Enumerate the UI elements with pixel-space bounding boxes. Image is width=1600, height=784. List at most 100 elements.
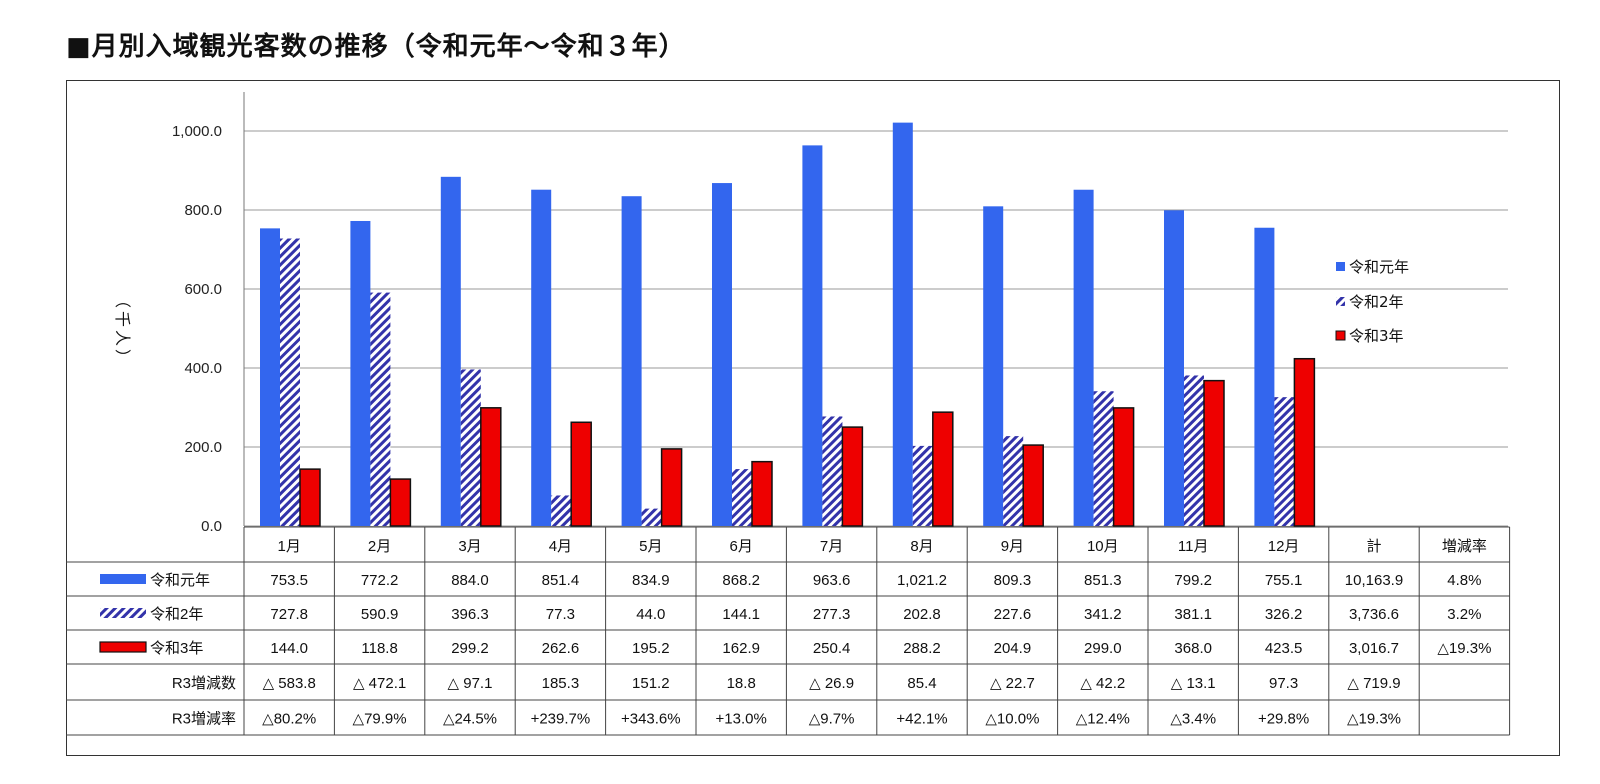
table-cell: △19.3% bbox=[1347, 711, 1401, 728]
table-cell: △ 42.2 bbox=[1080, 675, 1125, 692]
bar-令和元年-12月 bbox=[1254, 227, 1275, 526]
table-cell: 809.3 bbox=[994, 572, 1032, 589]
table-cell: 204.9 bbox=[994, 640, 1032, 657]
bar-令和元年-9月 bbox=[983, 206, 1004, 526]
table-cell: +29.8% bbox=[1258, 711, 1309, 728]
table-header-cell: 8月 bbox=[910, 538, 933, 555]
bar-令和3年-9月 bbox=[1022, 444, 1044, 527]
bar-令和元年-7月 bbox=[802, 145, 823, 527]
bar-令和元年-6月 bbox=[712, 183, 732, 526]
table-cell: △80.2% bbox=[262, 711, 316, 728]
bar-令和2年-8月 bbox=[912, 445, 933, 526]
table-header-cell: 計 bbox=[1366, 538, 1381, 555]
legend-marker-令和3年 bbox=[1335, 330, 1346, 341]
table-cell: 299.0 bbox=[1084, 640, 1122, 657]
bar-令和元年-8月 bbox=[892, 122, 913, 526]
table-cell: 144.1 bbox=[722, 606, 760, 623]
table-cell: 202.8 bbox=[903, 606, 941, 623]
bar-令和2年-5月 bbox=[641, 508, 662, 526]
bar-令和2年-3月 bbox=[460, 369, 481, 526]
table-cell: △9.7% bbox=[809, 711, 855, 728]
table-cell: 396.3 bbox=[451, 606, 489, 623]
table-cell: △24.5% bbox=[443, 711, 497, 728]
bar-令和元年-2月 bbox=[350, 220, 371, 526]
bar-令和2年-11月 bbox=[1184, 375, 1204, 526]
bar-令和3年-3月 bbox=[480, 407, 502, 527]
table-cell: 162.9 bbox=[722, 640, 760, 657]
table-cell: +42.1% bbox=[896, 711, 947, 728]
table-cell: 10,163.9 bbox=[1345, 572, 1403, 589]
bar-令和元年-3月 bbox=[440, 176, 461, 526]
table-cell: 3,736.6 bbox=[1349, 606, 1399, 623]
table-cell: △ 583.8 bbox=[263, 675, 316, 692]
bar-令和2年-1月 bbox=[280, 238, 300, 527]
table-cell: 262.6 bbox=[542, 640, 580, 657]
table-cell: 1,021.2 bbox=[897, 572, 947, 589]
row-marker-hatched bbox=[100, 608, 146, 618]
table-cell: 151.2 bbox=[632, 675, 670, 692]
table-cell: 4.8% bbox=[1447, 572, 1481, 589]
table-cell: △ 22.7 bbox=[990, 675, 1035, 692]
table-cell: +343.6% bbox=[621, 711, 681, 728]
bar-令和元年-10月 bbox=[1073, 189, 1094, 526]
table-cell: 185.3 bbox=[542, 675, 580, 692]
bar-令和元年-4月 bbox=[531, 189, 552, 526]
table-cell: 727.8 bbox=[270, 606, 308, 623]
bar-令和3年-12月 bbox=[1293, 357, 1316, 527]
bar-令和3年-10月 bbox=[1112, 407, 1135, 527]
table-cell: 381.1 bbox=[1174, 606, 1212, 623]
table-header-cell: 6月 bbox=[730, 538, 753, 555]
table-cell: 963.6 bbox=[813, 572, 851, 589]
table-cell: +13.0% bbox=[716, 711, 767, 728]
bar-令和2年-7月 bbox=[822, 416, 843, 526]
table-cell: 299.2 bbox=[451, 640, 489, 657]
bar-令和2年-9月 bbox=[1003, 436, 1024, 526]
y-tick-label: 400.0 bbox=[184, 360, 222, 377]
bar-令和2年-12月 bbox=[1274, 397, 1295, 526]
table-cell: 3.2% bbox=[1447, 606, 1481, 623]
y-axis-label-char: （ bbox=[113, 292, 132, 308]
table-cell: 44.0 bbox=[636, 606, 665, 623]
legend-marker-令和元年 bbox=[1336, 262, 1345, 271]
legend-label-令和3年: 令和3年 bbox=[1349, 327, 1404, 345]
table-cell: 341.2 bbox=[1084, 606, 1122, 623]
table-cell: △79.9% bbox=[353, 711, 407, 728]
table-cell: 77.3 bbox=[546, 606, 575, 623]
bar-令和3年-8月 bbox=[932, 411, 954, 527]
bar-令和3年-6月 bbox=[751, 460, 773, 527]
table-header-cell: 2月 bbox=[368, 538, 391, 555]
y-axis-label-char: 千 bbox=[113, 311, 132, 327]
table-cell: 423.5 bbox=[1265, 640, 1303, 657]
bar-令和3年-1月 bbox=[299, 468, 321, 527]
table-cell: 326.2 bbox=[1265, 606, 1303, 623]
table-header-cell: 3月 bbox=[458, 538, 481, 555]
table-header-cell: 増減率 bbox=[1442, 538, 1487, 555]
bar-令和3年-11月 bbox=[1203, 379, 1225, 527]
table-cell: △ 26.9 bbox=[809, 675, 854, 692]
row-label: 令和2年 bbox=[150, 606, 203, 623]
table-header-cell: 12月 bbox=[1268, 538, 1300, 555]
y-axis-label-char: ） bbox=[113, 349, 132, 365]
bar-令和元年-5月 bbox=[621, 196, 642, 527]
table-header-cell: 7月 bbox=[820, 538, 843, 555]
table-cell: △3.4% bbox=[1170, 711, 1216, 728]
y-tick-label: 200.0 bbox=[184, 439, 222, 456]
table-cell: 755.1 bbox=[1265, 572, 1303, 589]
table-header-cell: 11月 bbox=[1178, 538, 1209, 555]
legend-marker-令和2年 bbox=[1336, 297, 1345, 306]
bar-令和3年-5月 bbox=[660, 448, 683, 527]
bar-令和3年-7月 bbox=[841, 426, 864, 527]
table-cell: 18.8 bbox=[727, 675, 756, 692]
table-cell: 195.2 bbox=[632, 640, 670, 657]
table-cell: △12.4% bbox=[1076, 711, 1130, 728]
table-cell: 288.2 bbox=[903, 640, 941, 657]
table-cell: 884.0 bbox=[451, 572, 489, 589]
table-cell: 868.2 bbox=[722, 572, 760, 589]
table-cell: △10.0% bbox=[985, 711, 1039, 728]
bar-令和3年-2月 bbox=[389, 478, 412, 527]
row-marker-red bbox=[99, 641, 147, 653]
legend-label-令和元年: 令和元年 bbox=[1349, 258, 1409, 276]
table-cell: 590.9 bbox=[361, 606, 399, 623]
table-header-cell: 10月 bbox=[1087, 538, 1119, 555]
legend-label-令和2年: 令和2年 bbox=[1349, 293, 1404, 311]
